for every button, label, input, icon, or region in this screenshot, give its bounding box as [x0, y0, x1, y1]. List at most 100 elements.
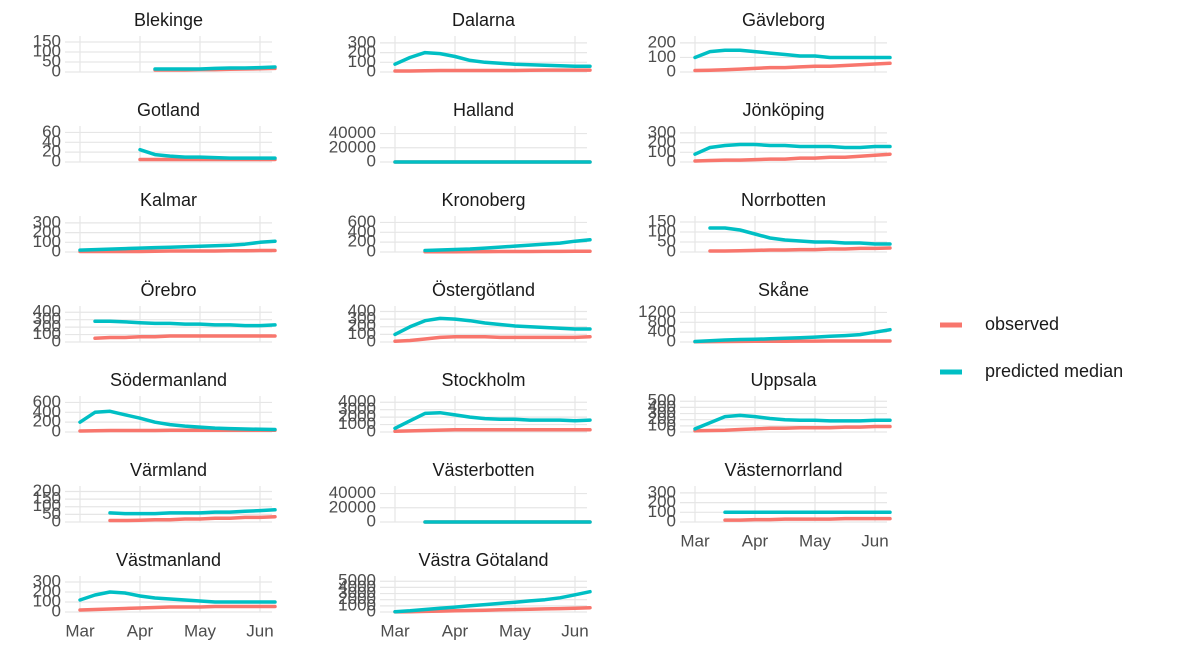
y-tick-label: 20000 — [329, 497, 376, 516]
series-line — [93, 319, 277, 328]
y-tick-label: 150 — [33, 489, 61, 508]
y-tick-label: 4000 — [338, 577, 376, 596]
y-tick-label: 100 — [648, 221, 676, 240]
y-tick-label: 0 — [367, 421, 376, 440]
x-tick-label: Jun — [561, 621, 588, 640]
panel-title: Västernorrland — [724, 460, 842, 480]
y-tick-label: 100 — [648, 142, 676, 161]
y-tick-label: 100 — [33, 232, 61, 251]
series-line — [723, 516, 892, 522]
y-tick-label: 200 — [648, 492, 676, 511]
panel-title: Kalmar — [140, 190, 197, 210]
series-line — [708, 246, 892, 253]
x-tick-label: Apr — [442, 621, 469, 640]
x-tick-label: May — [799, 531, 832, 550]
series-line — [78, 239, 277, 252]
x-tick-label: May — [499, 621, 532, 640]
y-tick-label: 0 — [367, 601, 376, 620]
y-tick-label: 300 — [33, 309, 61, 328]
series-line — [693, 152, 892, 163]
y-tick-label: 300 — [33, 212, 61, 231]
y-tick-label: 300 — [648, 482, 676, 501]
panel-title: Västerbotten — [432, 460, 534, 480]
series-line — [108, 514, 277, 523]
y-tick-label: 5000 — [338, 571, 376, 590]
x-tick-label: Apr — [127, 621, 154, 640]
panel-title: Västra Götaland — [418, 550, 548, 570]
x-tick-label: Jun — [861, 531, 888, 550]
y-tick-label: 2000 — [338, 407, 376, 426]
y-tick-label: 0 — [367, 61, 376, 80]
y-tick-label: 0 — [52, 151, 61, 170]
y-tick-label: 300 — [348, 32, 376, 51]
y-tick-label: 800 — [648, 312, 676, 331]
y-tick-label: 1000 — [338, 414, 376, 433]
y-tick-label: 400 — [33, 302, 61, 321]
y-tick-label: 4000 — [338, 392, 376, 411]
y-tick-label: 40000 — [329, 123, 376, 142]
panel-title: Blekinge — [134, 10, 203, 30]
y-tick-label: 300 — [648, 122, 676, 141]
y-tick-label: 0 — [52, 511, 61, 530]
panel-title: Halland — [453, 100, 514, 120]
y-tick-label: 200 — [33, 317, 61, 336]
x-tick-label: Mar — [680, 531, 710, 550]
y-tick-label: 0 — [52, 601, 61, 620]
y-tick-label: 600 — [348, 212, 376, 231]
y-tick-label: 0 — [367, 511, 376, 530]
y-tick-label: 600 — [33, 392, 61, 411]
y-tick-label: 0 — [52, 241, 61, 260]
y-tick-label: 100 — [33, 591, 61, 610]
y-tick-label: 0 — [667, 421, 676, 440]
y-tick-label: 300 — [33, 571, 61, 590]
series-line — [393, 50, 592, 68]
y-tick-label: 100 — [648, 502, 676, 521]
y-tick-label: 100 — [348, 52, 376, 71]
series-line — [78, 604, 277, 612]
series-line — [693, 413, 892, 431]
y-tick-label: 0 — [367, 151, 376, 170]
y-tick-label: 500 — [648, 391, 676, 410]
y-tick-label: 3000 — [338, 583, 376, 602]
series-line — [423, 249, 592, 254]
panel-title: Dalarna — [452, 10, 516, 30]
y-tick-label: 100 — [33, 324, 61, 343]
y-tick-label: 100 — [348, 324, 376, 343]
y-tick-label: 100 — [33, 41, 61, 60]
x-tick-label: May — [184, 621, 217, 640]
y-tick-label: 150 — [33, 31, 61, 50]
y-tick-label: 20 — [42, 142, 61, 161]
x-tick-label: Mar — [65, 621, 95, 640]
legend-label: predicted median — [985, 361, 1123, 381]
series-line — [153, 65, 277, 71]
panel-title: Östergötland — [432, 280, 535, 300]
y-tick-label: 40000 — [329, 483, 376, 502]
y-tick-label: 0 — [667, 151, 676, 170]
y-tick-label: 100 — [33, 496, 61, 515]
y-tick-label: 0 — [52, 421, 61, 440]
y-tick-label: 150 — [648, 211, 676, 230]
series-line — [393, 334, 592, 343]
series-line — [693, 327, 892, 344]
series-line — [423, 237, 592, 253]
y-tick-label: 200 — [33, 412, 61, 431]
series-line — [78, 248, 277, 254]
y-tick-label: 0 — [52, 61, 61, 80]
panel-title: Gotland — [137, 100, 200, 120]
y-tick-label: 0 — [367, 241, 376, 260]
y-tick-label: 3000 — [338, 399, 376, 418]
panel-title: Örebro — [140, 280, 196, 300]
y-tick-label: 0 — [667, 331, 676, 350]
y-tick-label: 100 — [648, 47, 676, 66]
series-line — [108, 508, 277, 516]
y-tick-label: 400 — [648, 397, 676, 416]
y-tick-label: 0 — [52, 331, 61, 350]
y-tick-label: 200 — [348, 232, 376, 251]
y-tick-label: 400 — [348, 301, 376, 320]
y-tick-label: 300 — [348, 309, 376, 328]
series-line — [393, 428, 592, 434]
series-line — [393, 68, 592, 73]
y-tick-label: 0 — [667, 241, 676, 260]
series-line — [393, 589, 592, 614]
